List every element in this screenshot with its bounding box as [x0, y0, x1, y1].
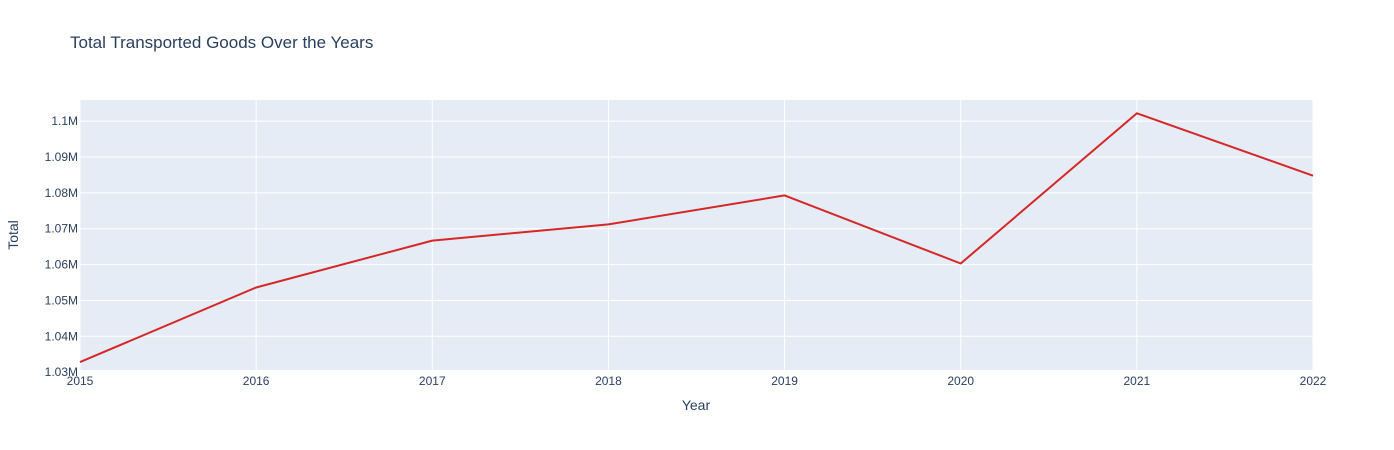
y-gridlines	[80, 120, 1313, 337]
chart-title: Total Transported Goods Over the Years	[70, 33, 374, 52]
y-tick-label: 1.04M	[45, 329, 78, 343]
y-tick-label: 1.07M	[45, 222, 78, 236]
series-line	[79, 112, 1314, 364]
x-tick-label: 2017	[419, 374, 446, 388]
y-tick-label: 1.09M	[45, 150, 78, 164]
x-tick-label: 2021	[1124, 374, 1151, 388]
y-tick-label: 1.03M	[45, 365, 78, 379]
x-gridlines	[79, 100, 1314, 370]
x-tick-labels: 2015 2016 2017 2018 2019 2020 2021 2022	[67, 374, 1327, 388]
series-group	[79, 112, 1314, 364]
plot-area	[80, 100, 1313, 370]
x-axis-title: Year	[682, 397, 711, 413]
x-tick-label: 2015	[67, 374, 94, 388]
y-tick-label: 1.08M	[45, 186, 78, 200]
x-tick-label: 2018	[595, 374, 622, 388]
x-tick-label: 2019	[771, 374, 798, 388]
y-tick-labels: 1.03M 1.04M 1.05M 1.06M 1.07M 1.08M 1.09M 1.1M	[45, 114, 78, 379]
y-tick-label: 1.06M	[45, 258, 78, 272]
x-tick-label: 2016	[243, 374, 270, 388]
x-tick-label: 2020	[947, 374, 974, 388]
y-tick-label: 1.1M	[51, 114, 78, 128]
x-tick-label: 2022	[1300, 374, 1327, 388]
y-axis-title: Total	[5, 220, 21, 250]
y-tick-label: 1.05M	[45, 293, 78, 307]
